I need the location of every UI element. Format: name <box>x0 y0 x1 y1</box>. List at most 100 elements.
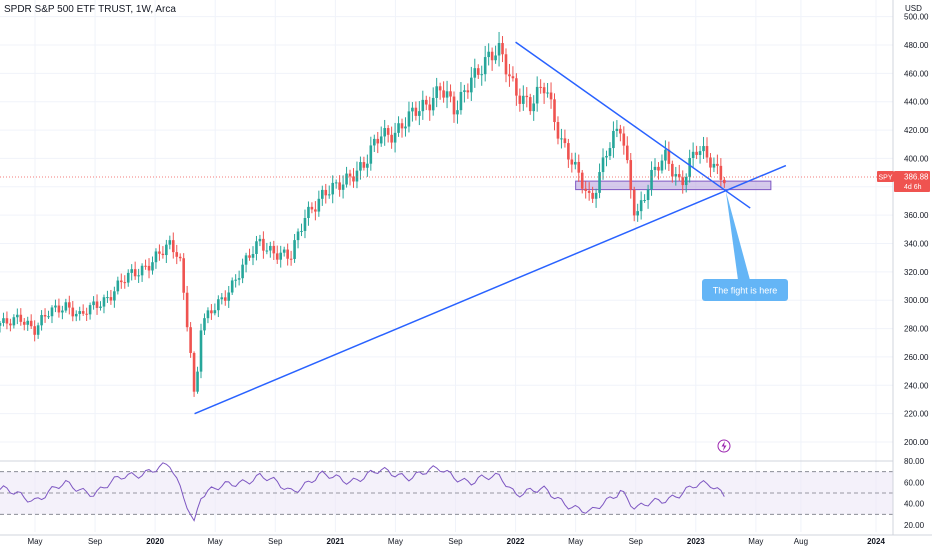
candle-body <box>258 238 262 242</box>
candle-body <box>265 250 269 252</box>
symbol-label: SPY <box>878 175 892 182</box>
candle-body <box>116 280 120 292</box>
descending-resistance-trendline[interactable] <box>515 41 751 209</box>
candle-body <box>719 165 723 180</box>
ascending-support-trendline[interactable] <box>194 164 787 415</box>
candle-body <box>386 128 390 135</box>
candle-body <box>421 99 425 112</box>
candle-body <box>203 318 206 331</box>
candle-body <box>2 318 5 323</box>
candle-body <box>359 162 362 171</box>
candle-body <box>487 51 490 58</box>
candle-body <box>400 123 404 129</box>
candle-body <box>522 95 525 104</box>
candle-body <box>411 107 414 112</box>
candle-body <box>5 318 9 324</box>
candle-body <box>327 194 331 196</box>
trendlines[interactable] <box>0 41 893 415</box>
candle-body <box>664 149 667 161</box>
candle-body <box>95 301 99 308</box>
candle-body <box>192 352 196 392</box>
candle-body <box>494 55 497 61</box>
candle-body <box>12 317 16 326</box>
candle-body <box>182 258 185 293</box>
candle-body <box>269 245 272 251</box>
candle-body <box>78 311 82 314</box>
candle-body <box>126 272 130 283</box>
candle-body <box>199 330 203 372</box>
candle-body <box>625 145 629 161</box>
candle-body <box>518 95 522 104</box>
candle-body <box>619 128 622 134</box>
candle-body <box>54 305 57 308</box>
candle-body <box>372 138 376 146</box>
callout-text: The fight is here <box>713 286 778 296</box>
candle-body <box>234 279 237 281</box>
candle-body <box>130 269 133 273</box>
candle-body <box>286 249 289 259</box>
candle-body <box>334 182 338 184</box>
candle-body <box>341 184 345 190</box>
candle-body <box>71 307 75 317</box>
candle-body <box>300 230 303 232</box>
rsi-tick-label: 60.00 <box>904 478 925 487</box>
time-tick-label: 2020 <box>146 537 164 546</box>
candle-body <box>577 161 581 173</box>
candle-body <box>29 320 33 327</box>
callout-box[interactable] <box>702 279 788 301</box>
candle-body <box>442 90 445 98</box>
candle-body <box>556 122 560 139</box>
candle-body <box>147 265 151 271</box>
candle-body <box>61 310 64 313</box>
candle-body <box>622 133 626 146</box>
candle-body <box>133 269 137 277</box>
candle-body <box>248 255 251 258</box>
candle-body <box>563 138 567 144</box>
candle-body <box>452 96 456 115</box>
candle-body <box>407 111 411 127</box>
candle-body <box>456 110 459 115</box>
candle-body <box>85 313 88 315</box>
time-tick-label: Sep <box>629 537 644 546</box>
candle-body <box>362 162 366 168</box>
candle-body <box>650 169 653 190</box>
candle-body <box>289 258 293 260</box>
candle-body <box>643 200 646 202</box>
candle-body <box>331 182 335 195</box>
candle-body <box>636 211 639 216</box>
candle-body <box>463 90 466 92</box>
candle-body <box>601 157 605 173</box>
candle-body <box>352 176 355 182</box>
candle-body <box>667 149 671 164</box>
price-tick-label: 460.00 <box>904 69 929 78</box>
bar-countdown: 4d 6h <box>904 184 922 191</box>
candle-body <box>189 327 192 353</box>
candle-body <box>418 111 421 116</box>
price-tick-label: 420.00 <box>904 126 929 135</box>
candle-body <box>338 182 341 190</box>
candle-body <box>324 189 328 196</box>
candle-body <box>123 282 127 284</box>
support-zone[interactable] <box>575 180 772 191</box>
candle-body <box>33 326 36 335</box>
candle-body <box>428 104 432 111</box>
candle-body <box>480 74 484 76</box>
candle-body <box>528 97 532 112</box>
zones <box>575 180 772 191</box>
candle-body <box>68 302 71 308</box>
price-tick-label: 200.00 <box>904 438 929 447</box>
candle-body <box>438 86 442 91</box>
candle-body <box>321 189 324 199</box>
candle-body <box>230 280 234 293</box>
candle-body <box>466 90 470 93</box>
candle-body <box>307 206 310 219</box>
candle-body <box>113 291 116 301</box>
candle-body <box>81 311 85 314</box>
lightning-icon[interactable] <box>717 439 731 453</box>
annotations[interactable]: The fight is here <box>702 191 788 453</box>
candle-body <box>490 51 494 61</box>
candle-body <box>580 172 584 189</box>
candle-body <box>414 107 418 116</box>
